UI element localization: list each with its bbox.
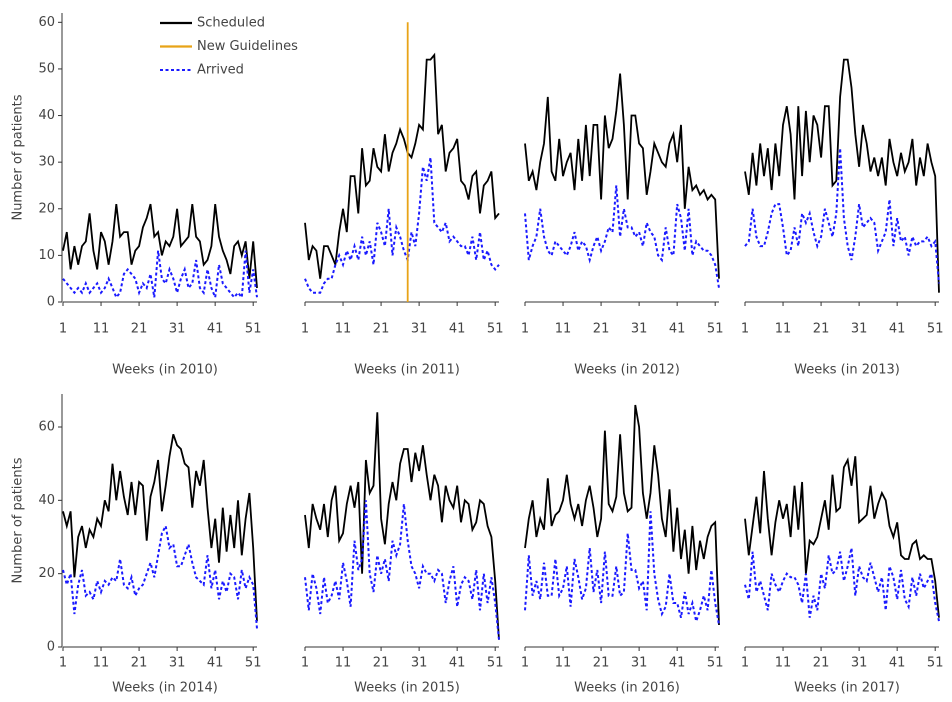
series-line	[304, 157, 500, 294]
x-tick-label: 21	[593, 656, 610, 671]
x-tick-label: 1	[301, 322, 309, 337]
x-tick-label: 1	[741, 322, 749, 337]
x-tick-label: 31	[851, 656, 868, 671]
x-tick-label: 41	[207, 322, 224, 337]
y-tick-label: 0	[47, 295, 55, 310]
x-tick-label: 51	[707, 322, 724, 337]
x-tick-label: 21	[813, 656, 830, 671]
x-tick-label: 1	[301, 656, 309, 671]
x-tick-label: 41	[449, 656, 466, 671]
x-tick-label: 21	[131, 322, 148, 337]
x-tick-label: 11	[775, 322, 792, 337]
x-tick-label: 21	[373, 656, 390, 671]
x-tick-label: 21	[593, 322, 610, 337]
x-axis-title: Weeks (in 2011)	[354, 363, 460, 378]
x-tick-label: 11	[335, 656, 352, 671]
x-axis-title: Weeks (in 2017)	[794, 681, 900, 696]
x-axis-title: Weeks (in 2010)	[112, 363, 218, 378]
x-tick-label: 41	[669, 322, 686, 337]
x-tick-label: 11	[335, 322, 352, 337]
y-tick-label: 10	[38, 248, 55, 263]
series-line	[744, 148, 940, 284]
y-tick-label: 60	[38, 420, 55, 435]
series-line	[744, 456, 940, 618]
x-tick-label: 11	[93, 322, 110, 337]
x-tick-label: 51	[707, 656, 724, 671]
series-line	[304, 412, 500, 640]
x-tick-label: 51	[245, 322, 262, 337]
x-tick-label: 1	[521, 656, 529, 671]
y-tick-label: 40	[38, 108, 55, 123]
x-tick-label: 21	[813, 322, 830, 337]
x-tick-label: 51	[245, 656, 262, 671]
y-tick-label: 0	[47, 640, 55, 655]
x-tick-label: 11	[555, 656, 572, 671]
x-tick-label: 51	[487, 322, 504, 337]
series-line	[524, 185, 720, 289]
x-tick-label: 1	[59, 322, 67, 337]
x-tick-label: 1	[521, 322, 529, 337]
x-tick-label: 31	[631, 656, 648, 671]
series-line	[744, 58, 940, 293]
series-line	[524, 404, 720, 626]
x-axis-title: Weeks (in 2016)	[574, 681, 680, 696]
legend-label: Arrived	[197, 63, 244, 78]
series-line	[744, 547, 940, 622]
x-tick-label: 11	[775, 656, 792, 671]
x-tick-label: 41	[889, 656, 906, 671]
series-line	[62, 434, 258, 622]
y-tick-label: 40	[38, 493, 55, 508]
x-tick-label: 1	[741, 656, 749, 671]
x-tick-label: 51	[927, 656, 944, 671]
series-line	[62, 250, 258, 300]
x-tick-label: 1	[59, 656, 67, 671]
x-axis-title: Weeks (in 2014)	[112, 681, 218, 696]
x-axis-title: Weeks (in 2015)	[354, 681, 460, 696]
y-tick-label: 50	[38, 61, 55, 76]
x-tick-label: 31	[851, 322, 868, 337]
x-tick-label: 31	[169, 322, 186, 337]
x-axis-title: Weeks (in 2013)	[794, 363, 900, 378]
x-tick-label: 41	[207, 656, 224, 671]
x-tick-label: 21	[373, 322, 390, 337]
x-tick-label: 11	[555, 322, 572, 337]
y-tick-label: 20	[38, 566, 55, 581]
x-axis-title: Weeks (in 2012)	[574, 363, 680, 378]
series-line	[524, 511, 720, 626]
x-tick-label: 41	[889, 322, 906, 337]
y-tick-label: 30	[38, 155, 55, 170]
x-tick-label: 31	[411, 322, 428, 337]
y-tick-label: 20	[38, 201, 55, 216]
series-line	[62, 203, 258, 289]
series-line	[304, 500, 500, 640]
x-tick-label: 41	[449, 322, 466, 337]
legend-label: Scheduled	[197, 16, 265, 31]
series-line	[524, 73, 720, 279]
x-tick-label: 51	[487, 656, 504, 671]
x-tick-label: 31	[411, 656, 428, 671]
x-tick-label: 51	[927, 322, 944, 337]
y-axis-title: Number of patients	[11, 457, 26, 583]
y-axis-title: Number of patients	[11, 94, 26, 220]
x-tick-label: 11	[93, 656, 110, 671]
series-line	[62, 522, 258, 629]
x-tick-label: 41	[669, 656, 686, 671]
y-tick-label: 60	[38, 15, 55, 30]
legend-label: New Guidelines	[197, 39, 298, 54]
x-tick-label: 21	[131, 656, 148, 671]
x-tick-label: 31	[631, 322, 648, 337]
x-tick-label: 31	[169, 656, 186, 671]
series-line	[304, 52, 500, 279]
